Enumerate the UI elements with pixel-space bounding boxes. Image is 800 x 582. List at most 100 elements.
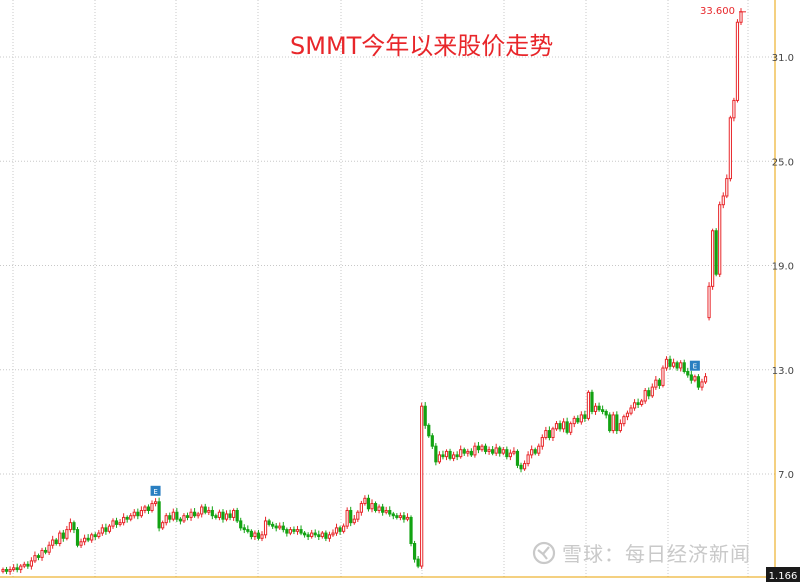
candle bbox=[469, 448, 473, 457]
candle bbox=[345, 507, 349, 529]
candle-body bbox=[693, 376, 697, 381]
candle-body bbox=[519, 464, 523, 470]
candle bbox=[129, 513, 133, 522]
candle bbox=[682, 359, 686, 374]
candle bbox=[189, 508, 193, 521]
candle-body bbox=[200, 506, 204, 515]
candle bbox=[324, 530, 328, 542]
candle bbox=[703, 373, 708, 384]
candle bbox=[15, 563, 19, 573]
candle bbox=[43, 547, 48, 555]
candle bbox=[711, 228, 715, 290]
candle bbox=[61, 529, 65, 542]
candle-body bbox=[696, 376, 701, 388]
candle bbox=[228, 509, 232, 521]
candle-body bbox=[579, 414, 583, 423]
candle bbox=[519, 462, 523, 473]
candle-body bbox=[207, 509, 211, 513]
candle bbox=[182, 513, 186, 523]
candle bbox=[657, 378, 661, 389]
candle bbox=[459, 445, 463, 459]
candle-body bbox=[558, 423, 562, 430]
candle bbox=[650, 383, 654, 398]
candle-body bbox=[175, 511, 179, 520]
candle bbox=[65, 525, 69, 541]
candle-body bbox=[498, 447, 502, 454]
candle-body bbox=[370, 503, 374, 510]
candle bbox=[718, 201, 722, 277]
candle bbox=[125, 515, 129, 523]
candle bbox=[558, 420, 562, 432]
candle-body bbox=[466, 450, 470, 454]
candle bbox=[402, 512, 406, 523]
candle bbox=[601, 405, 605, 415]
candle bbox=[462, 447, 466, 456]
candle-body bbox=[8, 569, 12, 572]
candle-body bbox=[583, 414, 587, 419]
candle-body bbox=[217, 511, 222, 518]
candle bbox=[409, 515, 413, 547]
candle bbox=[313, 529, 317, 538]
candle bbox=[498, 445, 502, 457]
candle-body bbox=[349, 509, 353, 524]
candle bbox=[239, 517, 243, 531]
candle bbox=[334, 523, 339, 536]
candle-body bbox=[161, 522, 165, 529]
candle-body bbox=[522, 463, 527, 470]
candle bbox=[122, 513, 126, 526]
candle-body bbox=[632, 402, 637, 409]
candle bbox=[700, 378, 704, 391]
candle-body bbox=[164, 515, 168, 524]
candle bbox=[146, 504, 151, 514]
candle bbox=[306, 532, 310, 541]
candle bbox=[526, 451, 530, 467]
candle-body bbox=[345, 509, 349, 527]
watermark: 雪球：每日经济新闻 bbox=[532, 538, 751, 567]
candle bbox=[164, 513, 168, 526]
candle-body bbox=[97, 532, 101, 538]
candle bbox=[196, 511, 200, 519]
candle bbox=[487, 446, 491, 455]
candle bbox=[214, 513, 218, 520]
candle bbox=[625, 410, 630, 421]
candle bbox=[178, 517, 183, 525]
candle bbox=[12, 564, 16, 572]
candle-body bbox=[707, 285, 711, 319]
snowball-logo-icon bbox=[532, 541, 556, 565]
candle bbox=[661, 365, 665, 388]
candle bbox=[331, 529, 335, 537]
event-markers: EE bbox=[150, 360, 700, 496]
candle-body bbox=[242, 527, 246, 531]
candle bbox=[139, 506, 143, 518]
candle bbox=[86, 534, 90, 543]
candle-body bbox=[597, 405, 601, 411]
candle bbox=[373, 501, 378, 513]
candle-body bbox=[317, 534, 321, 538]
candle bbox=[540, 434, 544, 450]
candle bbox=[494, 443, 498, 456]
candle-body bbox=[444, 450, 449, 458]
event-marker-label: E bbox=[693, 363, 697, 371]
candle bbox=[501, 447, 505, 456]
candle-body bbox=[576, 417, 580, 423]
candle-body bbox=[409, 516, 413, 544]
candle-body bbox=[512, 450, 516, 454]
candle-body bbox=[104, 527, 108, 532]
candle bbox=[295, 525, 300, 535]
candle-body bbox=[462, 449, 466, 454]
candle-body bbox=[675, 362, 679, 369]
candle-body bbox=[90, 534, 94, 541]
candle-body bbox=[72, 522, 76, 531]
candle-body bbox=[288, 529, 292, 534]
candle-body bbox=[441, 454, 445, 458]
candle-body bbox=[1, 569, 5, 572]
candle-body bbox=[601, 409, 605, 412]
candle-body bbox=[61, 532, 65, 539]
candle-body bbox=[689, 374, 693, 381]
candle bbox=[168, 512, 172, 523]
candle bbox=[689, 370, 693, 384]
candle bbox=[533, 447, 537, 456]
candle-body bbox=[313, 532, 317, 536]
candle bbox=[281, 521, 285, 533]
candle bbox=[136, 508, 140, 520]
